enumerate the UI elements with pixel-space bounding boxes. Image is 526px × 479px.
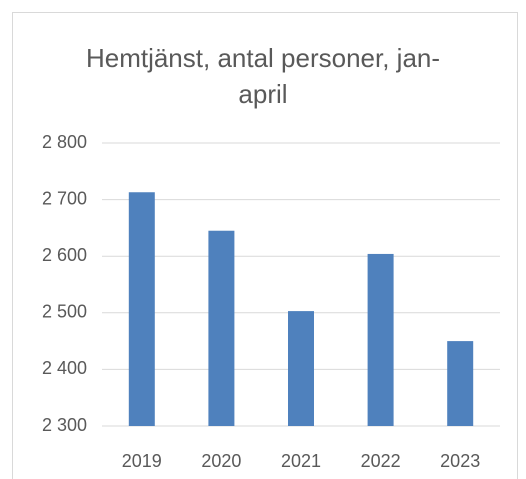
bar [288, 311, 314, 426]
bar [208, 230, 235, 426]
y-tick-label: 2 300 [42, 415, 87, 435]
y-tick-label: 2 600 [42, 245, 87, 265]
y-tick-label: 2 800 [42, 132, 87, 152]
chart-title: Hemtjänst, antal personer, jan-april [85, 43, 441, 109]
x-tick-label: 2023 [440, 451, 480, 471]
x-tick-label: 2020 [201, 451, 241, 471]
bar [447, 341, 474, 426]
bar [367, 253, 394, 426]
y-tick-label: 2 400 [42, 358, 87, 378]
y-tick-label: 2 500 [42, 302, 87, 322]
x-tick-label: 2022 [361, 451, 401, 471]
y-tick-label: 2 700 [42, 188, 87, 208]
chart-border [12, 12, 518, 479]
bar [128, 192, 155, 426]
x-tick-label: 2019 [122, 451, 162, 471]
x-tick-label: 2021 [281, 451, 321, 471]
